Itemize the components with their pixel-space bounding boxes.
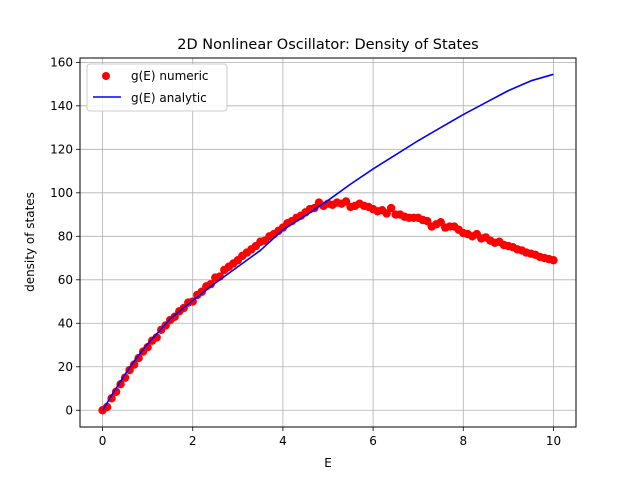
y-tick-label: 100 [50, 186, 73, 200]
plot-data [98, 73, 558, 415]
y-tick-label: 20 [58, 360, 73, 374]
x-tick-label: 10 [546, 434, 561, 448]
chart-title: 2D Nonlinear Oscillator: Density of Stat… [177, 37, 478, 53]
y-tick-label: 160 [50, 55, 73, 69]
legend-marker-numeric [102, 72, 110, 80]
numeric-data-point [111, 387, 121, 396]
y-tick-label: 0 [65, 403, 73, 417]
numeric-data-point [116, 379, 125, 389]
y-tick-label: 80 [58, 229, 73, 243]
plot-frame [79, 57, 577, 428]
legend-label-analytic: g(E) analytic [131, 91, 207, 105]
legend: g(E) numeric g(E) analytic [86, 63, 228, 112]
y-tick-label: 60 [58, 273, 73, 287]
y-tick-label: 140 [50, 99, 73, 113]
legend-label-numeric: g(E) numeric [131, 69, 209, 83]
x-tick-label: 6 [369, 434, 377, 448]
numeric-data-point [549, 256, 558, 265]
y-axis-label: density of states [23, 192, 37, 292]
x-tick-label: 0 [99, 434, 107, 448]
x-tick-label: 4 [279, 434, 287, 448]
x-tick-label: 8 [459, 434, 467, 448]
analytic-series-line [101, 73, 554, 411]
numeric-data-point [206, 279, 215, 289]
legend-box [86, 63, 228, 112]
y-tick-label: 120 [50, 142, 73, 156]
numeric-data-point [143, 342, 152, 352]
y-tick-label: 40 [58, 316, 73, 330]
numeric-data-point [129, 360, 139, 369]
numeric-data-point [386, 203, 396, 213]
numeric-data-point [120, 373, 130, 382]
x-tick-label: 2 [189, 434, 197, 448]
numeric-data-point [134, 353, 143, 363]
x-axis-label: E [324, 456, 332, 470]
